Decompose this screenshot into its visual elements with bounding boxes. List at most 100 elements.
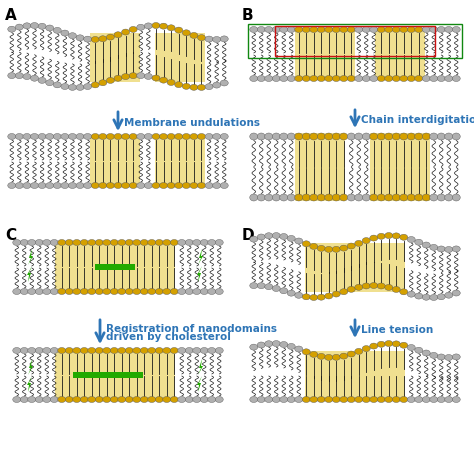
Ellipse shape (182, 183, 190, 189)
Ellipse shape (95, 289, 103, 295)
Ellipse shape (250, 27, 258, 33)
Ellipse shape (220, 134, 228, 140)
Ellipse shape (287, 344, 295, 349)
Ellipse shape (385, 397, 393, 403)
Ellipse shape (114, 183, 122, 189)
Ellipse shape (407, 292, 415, 298)
Ellipse shape (110, 240, 118, 246)
Ellipse shape (110, 289, 118, 295)
Ellipse shape (325, 397, 333, 403)
Ellipse shape (208, 397, 216, 403)
Ellipse shape (122, 75, 129, 81)
Ellipse shape (35, 240, 43, 246)
Ellipse shape (310, 352, 318, 358)
Ellipse shape (302, 349, 310, 355)
Ellipse shape (415, 240, 423, 246)
Ellipse shape (99, 134, 107, 140)
Ellipse shape (83, 183, 91, 189)
Ellipse shape (250, 344, 258, 350)
Ellipse shape (182, 84, 190, 90)
Ellipse shape (257, 234, 265, 240)
Ellipse shape (272, 233, 280, 239)
Ellipse shape (140, 397, 148, 403)
Ellipse shape (370, 195, 378, 202)
Ellipse shape (200, 240, 208, 246)
Ellipse shape (385, 134, 393, 141)
Ellipse shape (208, 348, 216, 354)
Ellipse shape (302, 294, 310, 300)
Ellipse shape (317, 27, 325, 33)
Ellipse shape (377, 342, 385, 348)
Ellipse shape (145, 74, 152, 80)
Ellipse shape (415, 195, 423, 202)
Ellipse shape (422, 195, 430, 202)
Ellipse shape (76, 36, 84, 42)
Ellipse shape (182, 134, 190, 140)
Ellipse shape (265, 284, 273, 290)
Ellipse shape (265, 341, 273, 347)
Ellipse shape (452, 27, 460, 33)
Ellipse shape (15, 183, 23, 189)
Bar (55, 351, 175, 399)
Ellipse shape (122, 183, 129, 189)
Ellipse shape (99, 183, 107, 189)
Ellipse shape (65, 397, 73, 403)
Ellipse shape (280, 195, 288, 202)
Ellipse shape (129, 73, 137, 80)
Bar (305, 351, 405, 399)
Ellipse shape (106, 78, 114, 84)
Ellipse shape (347, 243, 355, 249)
Ellipse shape (178, 289, 186, 295)
Ellipse shape (355, 76, 363, 82)
Text: A: A (5, 8, 17, 23)
Ellipse shape (193, 240, 201, 246)
Bar (295, 30, 355, 79)
Ellipse shape (437, 27, 445, 33)
Ellipse shape (452, 246, 460, 253)
Ellipse shape (415, 293, 423, 299)
Ellipse shape (317, 246, 325, 252)
Ellipse shape (302, 397, 310, 403)
Ellipse shape (265, 397, 273, 403)
Ellipse shape (137, 25, 145, 31)
Ellipse shape (91, 134, 99, 140)
Ellipse shape (50, 348, 58, 354)
Ellipse shape (280, 234, 288, 240)
Ellipse shape (20, 240, 28, 246)
Ellipse shape (13, 397, 21, 403)
Ellipse shape (73, 348, 81, 354)
Ellipse shape (28, 397, 36, 403)
Ellipse shape (310, 397, 318, 403)
Ellipse shape (265, 233, 273, 239)
Ellipse shape (175, 134, 182, 140)
Ellipse shape (13, 240, 21, 246)
Ellipse shape (155, 397, 163, 403)
Ellipse shape (370, 344, 378, 349)
Ellipse shape (190, 33, 198, 39)
Ellipse shape (193, 289, 201, 295)
Ellipse shape (257, 397, 265, 403)
Ellipse shape (437, 294, 445, 300)
Ellipse shape (83, 84, 91, 90)
Ellipse shape (13, 289, 21, 295)
Ellipse shape (355, 195, 363, 202)
Ellipse shape (152, 24, 160, 30)
Ellipse shape (317, 134, 325, 141)
Ellipse shape (422, 350, 430, 356)
Ellipse shape (190, 85, 198, 91)
Text: B: B (242, 8, 254, 23)
Ellipse shape (332, 291, 340, 298)
Ellipse shape (287, 195, 295, 202)
Ellipse shape (302, 241, 310, 247)
Ellipse shape (407, 134, 415, 141)
Ellipse shape (167, 26, 175, 32)
Ellipse shape (325, 134, 333, 141)
Ellipse shape (170, 348, 178, 354)
Ellipse shape (160, 134, 167, 140)
Ellipse shape (377, 283, 385, 289)
Ellipse shape (65, 348, 73, 354)
Ellipse shape (392, 76, 400, 82)
Ellipse shape (220, 183, 228, 189)
Ellipse shape (8, 183, 16, 189)
Ellipse shape (170, 397, 178, 403)
